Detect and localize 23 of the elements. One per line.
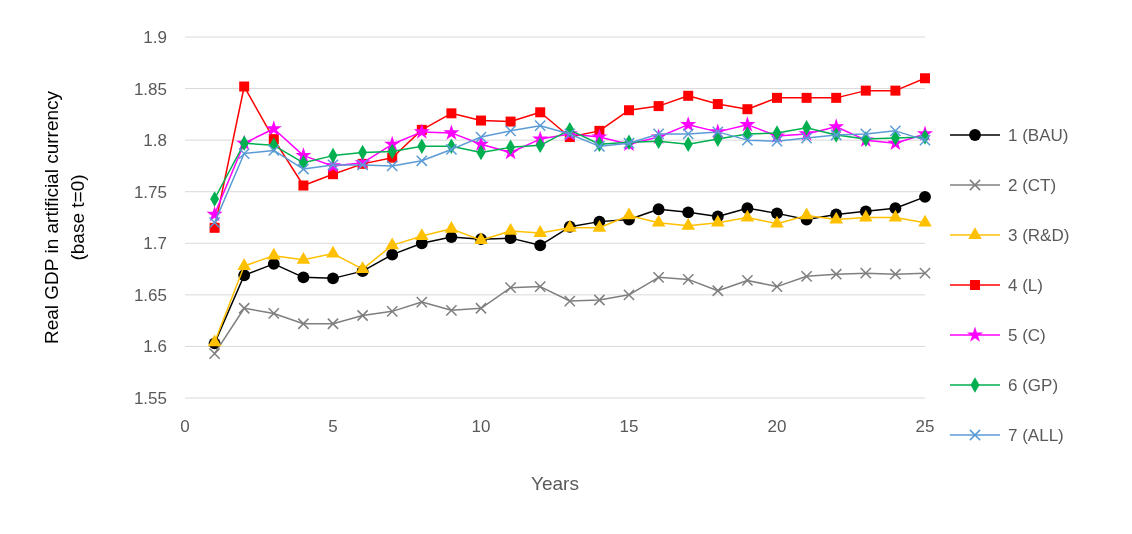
y-tick-label: 1.8 — [143, 131, 167, 151]
y-axis-title: Real GDP in artificial currency (base t=0) — [41, 90, 88, 345]
legend-label: 6 (GP) — [1008, 375, 1059, 395]
y-tick-label: 1.85 — [133, 79, 167, 99]
x-tick-label: 20 — [767, 416, 787, 436]
x-tick-label: 25 — [915, 416, 935, 436]
x-axis-title: Years — [531, 473, 579, 494]
legend-label: 5 (C) — [1008, 325, 1046, 345]
y-tick-label: 1.7 — [143, 234, 167, 254]
x-tick-label: 15 — [619, 416, 639, 436]
legend-label: 3 (R&D) — [1008, 225, 1070, 245]
legend-label: 2 (CT) — [1008, 175, 1057, 195]
x-tick-label: 10 — [471, 416, 491, 436]
legend-label: 4 (L) — [1008, 275, 1043, 295]
legend-label: 1 (BAU) — [1008, 125, 1069, 145]
y-tick-label: 1.55 — [133, 388, 167, 408]
y-tick-label: 1.6 — [143, 337, 167, 357]
y-tick-label: 1.9 — [143, 27, 167, 47]
y-tick-label: 1.65 — [133, 285, 167, 305]
legend-label: 7 (ALL) — [1008, 425, 1064, 445]
x-tick-label: 5 — [328, 416, 338, 436]
x-tick-label: 0 — [180, 416, 190, 436]
y-tick-label: 1.75 — [133, 182, 167, 202]
